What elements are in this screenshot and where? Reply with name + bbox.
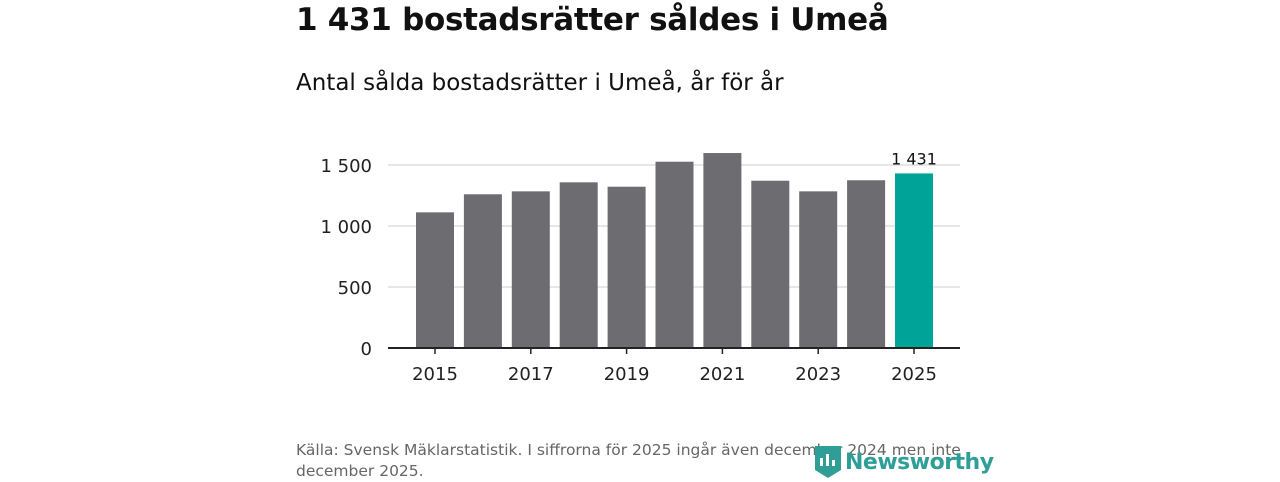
bar-2023	[799, 191, 838, 348]
chart-subtitle: Antal sålda bostadsrätter i Umeå, år för…	[296, 70, 784, 96]
bar-2017	[511, 191, 550, 348]
bar-2018	[559, 182, 598, 348]
x-tick-label: 2017	[508, 364, 554, 385]
y-tick-label: 0	[361, 339, 372, 360]
bar-2021	[703, 153, 742, 348]
x-tick-label: 2021	[699, 364, 745, 385]
y-tick-label: 1 000	[320, 217, 372, 238]
bar-2015	[416, 212, 454, 348]
y-tick-label: 500	[338, 278, 372, 299]
bar-2019	[607, 186, 646, 348]
x-tick-label: 2023	[795, 364, 841, 385]
newsworthy-logo: Newsworthy	[815, 446, 994, 478]
x-tick-label: 2019	[604, 364, 650, 385]
data-label: 1 431	[891, 149, 937, 168]
x-tick-label: 2015	[412, 364, 458, 385]
bar-2020	[655, 161, 694, 348]
chart-title: 1 431 bostadsrätter såldes i Umeå	[296, 2, 889, 38]
logo-text: Newsworthy	[845, 449, 994, 475]
logo-icon	[815, 446, 841, 478]
bar-2025	[895, 173, 933, 348]
source-note: Källa: Svensk Mäklarstatistik. I siffror…	[296, 441, 961, 480]
y-tick-label: 1 500	[320, 156, 372, 177]
bar-2022	[751, 180, 790, 348]
bar-2024	[847, 180, 886, 348]
bar-2016	[463, 194, 502, 348]
x-tick-label: 2025	[891, 364, 937, 385]
